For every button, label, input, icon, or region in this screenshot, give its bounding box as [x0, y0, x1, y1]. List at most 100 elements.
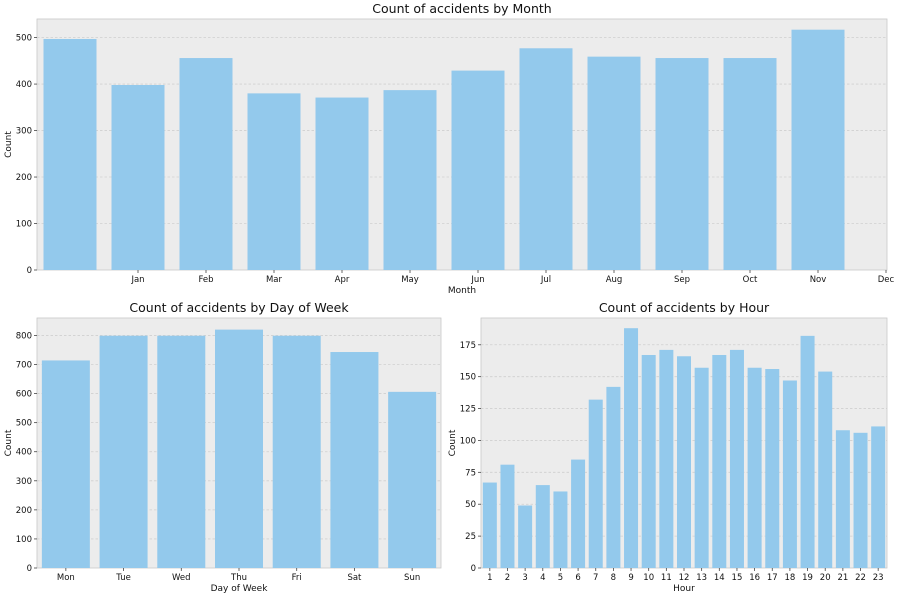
bar	[518, 505, 533, 568]
x-tick-label: 15	[732, 573, 743, 583]
bar	[835, 430, 850, 568]
x-tick-label: 7	[593, 573, 598, 583]
x-tick-label: 11	[661, 573, 672, 583]
bar	[729, 349, 744, 568]
chart-month: 0 100 200 300 400 500 Jan Feb Mar Apr May Jun Jul Aug…	[4, 1, 895, 296]
y-tick-label: 75	[465, 468, 476, 478]
x-tick-label: 1	[487, 573, 492, 583]
x-tick-label: 13	[696, 573, 707, 583]
y-tick-label: 175	[460, 341, 476, 351]
x-tick-label: Mon	[57, 573, 75, 583]
y-tick-label: 0	[471, 564, 476, 574]
x-tick-label: Thu	[230, 573, 247, 583]
bar	[853, 432, 868, 568]
x-tick-label: Jan	[130, 275, 144, 285]
bar	[800, 335, 815, 568]
bar	[587, 56, 641, 271]
bar	[99, 335, 148, 568]
y-axis-label: Count	[4, 131, 14, 158]
bar	[43, 38, 97, 271]
bar	[641, 354, 656, 568]
x-tick-label: 22	[855, 573, 866, 583]
x-tick-label: 5	[558, 573, 563, 583]
bar	[606, 386, 621, 568]
x-axis-label: Day of Week	[211, 584, 269, 594]
y-tick-label: 0	[27, 564, 32, 574]
x-tick-label: Fri	[292, 573, 302, 583]
y-tick-label: 150	[460, 373, 476, 383]
bar	[451, 70, 505, 270]
x-tick-label: May	[401, 275, 419, 285]
bar	[157, 335, 206, 568]
bar	[272, 335, 321, 568]
x-tick-label: Oct	[743, 275, 758, 285]
bar	[782, 380, 797, 568]
bar	[624, 328, 639, 568]
bar	[482, 482, 497, 568]
bar	[519, 48, 573, 271]
x-tick-label: Sep	[674, 275, 690, 285]
bar	[677, 356, 691, 568]
x-tick-label: 18	[784, 573, 795, 583]
bar	[871, 426, 886, 568]
y-tick-label: 25	[465, 532, 476, 542]
x-tick-label: Wed	[172, 573, 191, 583]
x-tick-label: 12	[679, 573, 690, 583]
bar	[500, 464, 515, 568]
x-tick-label: Mar	[266, 275, 283, 285]
x-tick-label: Jun	[470, 275, 484, 285]
x-tick-label: 14	[714, 573, 725, 583]
x-tick-label: Dec	[878, 275, 895, 285]
x-tick-label: 2	[505, 573, 510, 583]
x-tick-label: 8	[611, 573, 616, 583]
bar	[315, 97, 369, 270]
bar	[111, 85, 165, 271]
y-tick-label: 400	[16, 448, 32, 458]
y-tick-label: 400	[16, 80, 32, 90]
x-tick-label: Jul	[540, 275, 551, 285]
y-axis-label: Count	[4, 429, 14, 456]
bar	[535, 485, 550, 568]
x-tick-label: Tue	[115, 573, 131, 583]
y-tick-label: 100	[16, 535, 32, 545]
y-tick-label: 100	[460, 436, 476, 446]
bar	[791, 29, 845, 271]
x-tick-label: 4	[540, 573, 545, 583]
bar	[41, 360, 90, 568]
bar	[215, 329, 263, 568]
chart-dow: 0 100 200 300 400 500 600 700 800 Mon Tue Wed Thu Fri…	[4, 300, 442, 594]
y-tick-label: 300	[16, 477, 32, 487]
x-tick-label: Nov	[810, 275, 827, 285]
chart-title: Count of accidents by Day of Week	[129, 300, 349, 315]
chart-title: Count of accidents by Month	[372, 1, 551, 16]
y-tick-label: 500	[16, 419, 32, 429]
x-tick-label: 19	[802, 573, 813, 583]
x-tick-label: 3	[522, 573, 527, 583]
chart-title: Count of accidents by Hour	[599, 300, 770, 315]
bar	[388, 391, 437, 568]
y-tick-label: 300	[16, 127, 32, 137]
y-tick-label: 100	[16, 220, 32, 230]
y-tick-label: 0	[27, 266, 32, 276]
bar	[694, 367, 709, 568]
x-tick-label: Sun	[404, 573, 420, 583]
bar	[818, 371, 833, 568]
x-tick-label: Feb	[198, 275, 213, 285]
bar	[723, 58, 777, 270]
y-tick-label: 700	[16, 361, 32, 371]
x-tick-label: 10	[643, 573, 654, 583]
bar	[179, 58, 233, 270]
x-tick-label: Aug	[606, 275, 623, 285]
x-tick-label: Apr	[335, 275, 350, 285]
y-tick-label: 125	[460, 405, 476, 415]
y-tick-label: 600	[16, 390, 32, 400]
bar	[383, 90, 437, 270]
y-tick-label: 200	[16, 506, 32, 516]
y-tick-label: 800	[16, 331, 32, 341]
bar	[747, 367, 762, 568]
bar	[571, 459, 586, 568]
bar	[553, 491, 568, 568]
